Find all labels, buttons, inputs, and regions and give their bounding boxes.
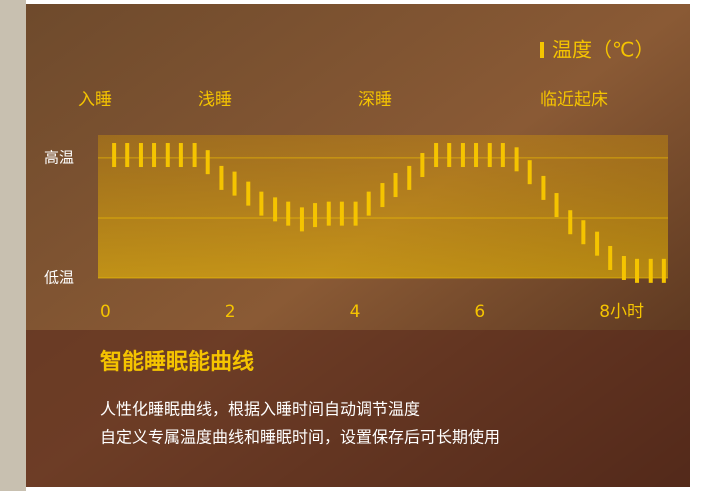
temperature-dash — [393, 173, 398, 198]
temperature-dash — [178, 143, 183, 168]
temperature-dash — [581, 220, 586, 245]
temperature-dash — [514, 147, 519, 172]
temperature-dash — [407, 165, 412, 190]
temperature-dash — [138, 143, 143, 168]
phase-label: 入睡 — [78, 90, 112, 110]
temperature-dash — [568, 210, 573, 235]
temperature-dash — [165, 143, 170, 168]
phase-label: 临近起床 — [540, 90, 608, 110]
phase-label: 深睡 — [358, 90, 392, 110]
temperature-dash — [500, 143, 505, 168]
temperature-dash — [246, 181, 251, 206]
temperature-dash — [635, 258, 640, 283]
temperature-dash — [554, 193, 559, 218]
temperature-dash — [353, 201, 358, 226]
temperature-dash — [527, 160, 532, 185]
temperature-dash — [112, 143, 117, 168]
temperature-dash — [339, 201, 344, 226]
temperature-dash — [447, 143, 452, 168]
temperature-dash — [125, 143, 130, 168]
temperature-dash — [621, 255, 626, 280]
temperature-dash — [326, 201, 331, 226]
temperature-dash — [219, 165, 224, 190]
x-tick-label: 6 — [474, 302, 485, 322]
temperature-dash — [608, 245, 613, 270]
temperature-dash — [434, 143, 439, 168]
y-tick-label: 高温 — [44, 148, 74, 166]
title: 智能睡眠能曲线 — [100, 349, 254, 375]
temperature-dash — [474, 143, 479, 168]
description: 人性化睡眠曲线，根据入睡时间自动调节温度 — [100, 400, 420, 419]
temperature-dash — [232, 171, 237, 196]
temperature-dash — [273, 197, 278, 222]
temperature-dash — [366, 191, 371, 216]
temperature-dash — [595, 231, 600, 256]
temperature-dash — [192, 143, 197, 168]
temperature-dash — [661, 258, 666, 283]
x-tick-label: 0 — [100, 302, 111, 322]
temperature-dash — [380, 183, 385, 208]
temperature-dash — [541, 175, 546, 200]
temperature-dash — [487, 143, 492, 168]
temperature-dash — [648, 258, 653, 283]
phase-label: 浅睡 — [198, 90, 232, 110]
temperature-dash — [460, 143, 465, 168]
temperature-dash — [152, 143, 157, 168]
x-tick-label: 8小时 — [599, 302, 644, 322]
x-tick-label: 2 — [225, 302, 236, 322]
x-tick-label: 4 — [350, 302, 361, 322]
shade — [26, 330, 690, 487]
temperature-dash — [420, 153, 425, 178]
left-strip — [0, 0, 26, 491]
description: 自定义专属温度曲线和睡眠时间，设置保存后可长期使用 — [100, 428, 500, 447]
legend-label: 温度（℃） — [552, 38, 654, 62]
temperature-dash — [259, 191, 264, 216]
legend-swatch — [540, 42, 544, 58]
temperature-dash — [205, 150, 210, 175]
temperature-dash — [299, 207, 304, 232]
temperature-dash — [313, 203, 318, 228]
y-tick-label: 低温 — [44, 269, 74, 287]
temperature-dash — [286, 201, 291, 226]
